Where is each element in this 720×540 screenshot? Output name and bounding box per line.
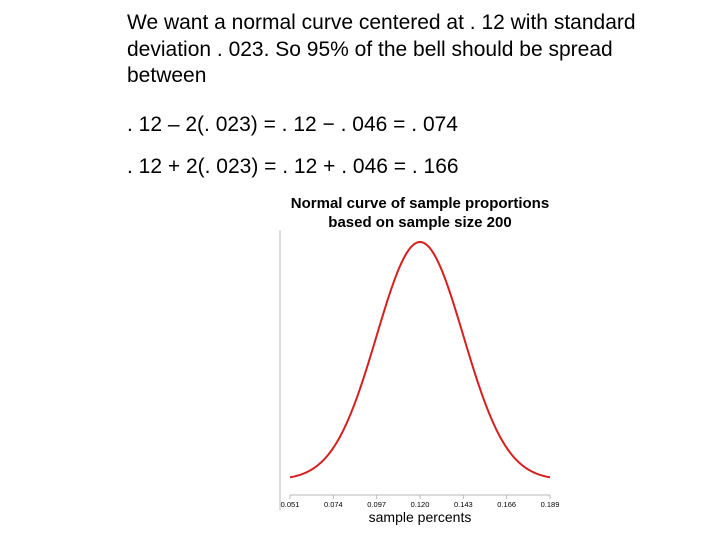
x-tick-label: 0.074: [324, 500, 343, 509]
normal-curve-chart: Normal curve of sample proportions based…: [279, 195, 560, 525]
intro-paragraph: We want a normal curve centered at . 12 …: [127, 11, 636, 88]
x-axis-label: sample percents: [369, 509, 472, 525]
normal-curve-line: [289, 240, 551, 479]
x-tick-label: 0.143: [454, 500, 473, 509]
chart-title-line-1: Normal curve of sample proportions: [291, 195, 549, 212]
x-tick-label: 0.189: [541, 500, 560, 509]
x-tick-label: 0.166: [497, 500, 516, 509]
x-tick-label: 0.120: [411, 500, 430, 509]
chart-title-line-2: based on sample size 200: [328, 214, 511, 231]
x-tick-label: 0.051: [281, 500, 300, 509]
x-axis-ticks: 0.051 0.074 0.097 0.120 0.143 0.166 0.189: [281, 495, 560, 509]
x-tick-label: 0.097: [367, 500, 386, 509]
slide-text: We want a normal curve centered at . 12 …: [127, 10, 687, 180]
equation-lower-bound: . 12 – 2(. 023) = . 12 − . 046 = . 074: [127, 112, 458, 136]
equation-upper-bound: . 12 + 2(. 023) = . 12 + . 046 = . 166: [127, 154, 459, 178]
